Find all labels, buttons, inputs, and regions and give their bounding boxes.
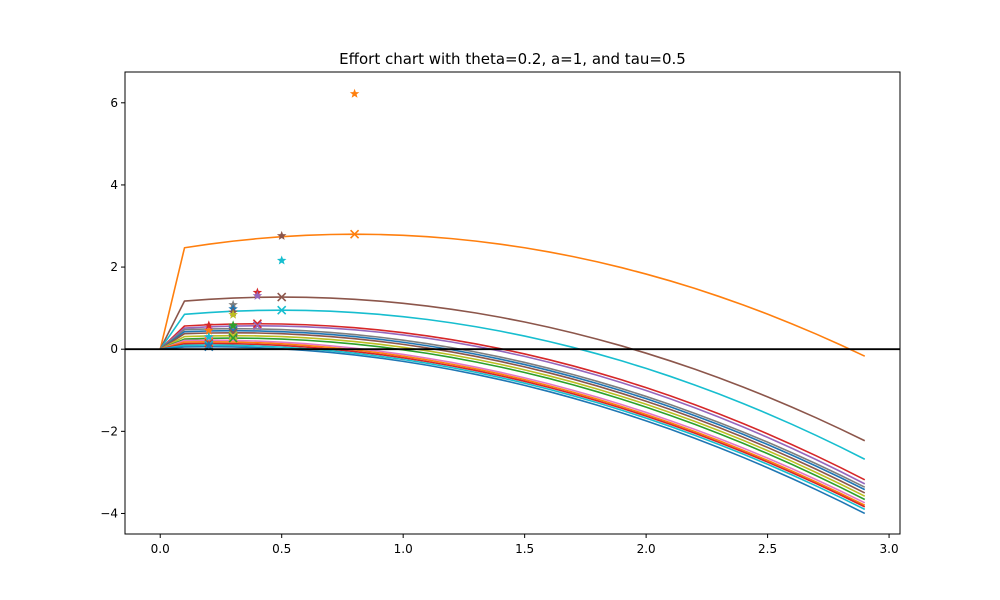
x-tick-label: 2.5 — [758, 542, 777, 556]
series-line-1 — [159, 233, 866, 357]
star-marker-5 — [252, 290, 263, 300]
x-tick-label: 0.5 — [272, 542, 291, 556]
series-line-7 — [159, 329, 866, 491]
series-line-4 — [159, 322, 866, 481]
series-line-2 — [159, 296, 866, 442]
star-marker-13 — [204, 320, 214, 330]
star-marker-14 — [204, 331, 214, 341]
y-tick-label: 2 — [110, 260, 118, 274]
x-marker-5 — [252, 321, 262, 331]
x-tick-label: 0.0 — [151, 542, 170, 556]
series-line-9 — [159, 334, 866, 497]
y-tick-label: −4 — [100, 506, 118, 520]
series-line-3 — [159, 309, 866, 460]
y-tick-label: 4 — [110, 178, 118, 192]
x-marker-10 — [228, 333, 238, 343]
y-tick-label: 6 — [110, 96, 118, 110]
y-tick-label: −2 — [100, 424, 118, 438]
star-marker-2 — [276, 230, 287, 240]
series-line-14 — [160, 344, 866, 511]
y-tick-label: 0 — [110, 342, 118, 356]
star-marker-15 — [204, 340, 214, 350]
x-marker-1 — [350, 229, 360, 239]
series-line-12 — [160, 341, 866, 506]
marker-layer — [204, 88, 360, 352]
star-marker-9 — [228, 309, 238, 319]
chart-title: Effort chart with theta=0.2, a=1, and ta… — [339, 50, 686, 68]
x-tick-label: 1.5 — [515, 542, 534, 556]
series-line-13 — [160, 342, 866, 508]
x-tick-label: 2.0 — [637, 542, 656, 556]
plot-frame — [124, 71, 901, 535]
x-marker-3 — [277, 305, 287, 315]
star-marker-12 — [204, 325, 214, 335]
x-marker-4 — [252, 319, 262, 329]
x-tick-label: 3.0 — [880, 542, 899, 556]
x-marker-6 — [228, 324, 238, 334]
x-marker-2 — [277, 292, 287, 302]
y-axis-ticks: −4 −2 0 2 4 6 — [100, 96, 125, 520]
series-line-8 — [159, 331, 866, 494]
star-marker-10 — [228, 320, 238, 330]
star-marker-1 — [349, 88, 360, 98]
x-tick-label: 1.0 — [394, 542, 413, 556]
series-layer — [159, 233, 866, 515]
plot-area — [125, 72, 900, 534]
x-axis-ticks: 0.0 0.5 1.0 1.5 2.0 2.5 3.0 — [151, 534, 899, 556]
series-line-6 — [159, 327, 866, 488]
star-marker-3 — [276, 255, 287, 265]
series-line-10 — [159, 337, 866, 501]
series-line-11 — [159, 339, 866, 504]
series-line-5 — [159, 324, 866, 485]
x-marker-9 — [228, 331, 238, 341]
